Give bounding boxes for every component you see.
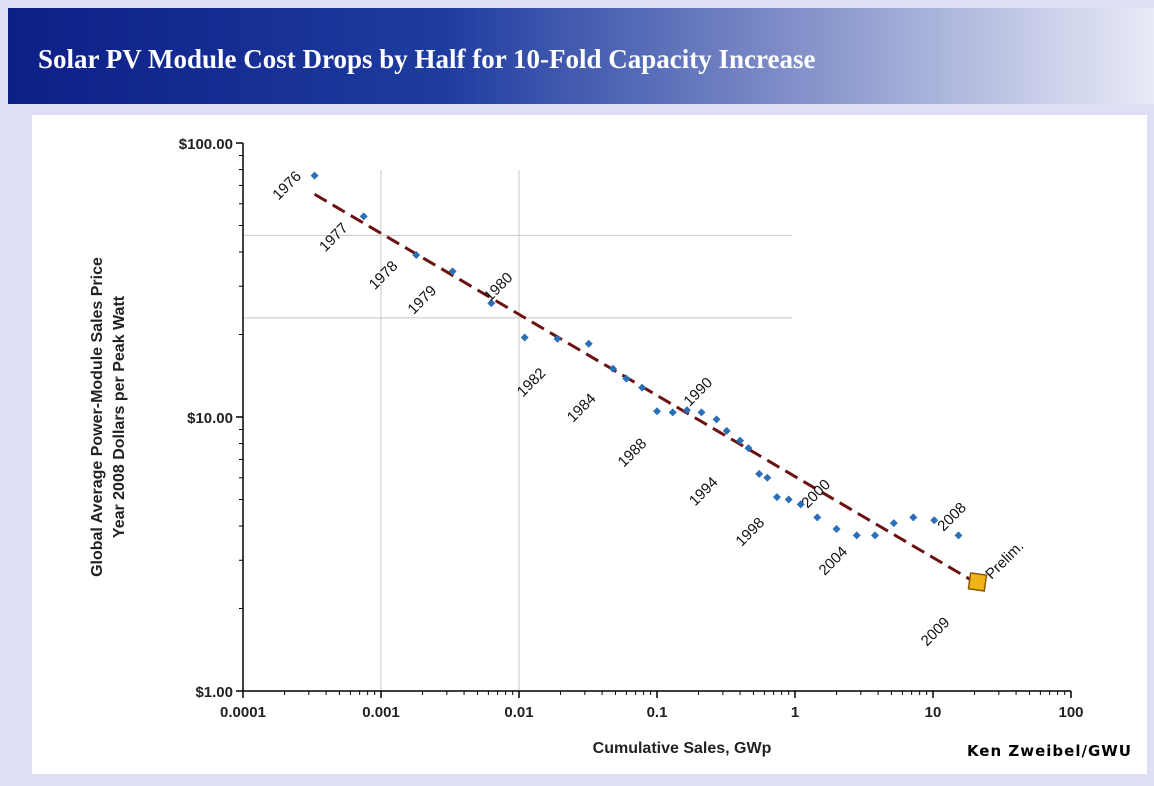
data-point xyxy=(954,531,963,540)
data-point xyxy=(832,525,841,534)
x-tick-label: 0.1 xyxy=(647,704,668,721)
data-point xyxy=(638,383,647,392)
chart-svg: $1.00 $10.00 $100.00 0.0001 0.001 0.01 0.1 1 10 1… xyxy=(89,136,1132,760)
year-label: 1998 xyxy=(732,514,768,550)
year-label: 2009 xyxy=(918,614,954,650)
data-point xyxy=(622,374,631,383)
x-tick-label: 0.0001 xyxy=(220,704,266,721)
year-label: 1994 xyxy=(686,474,722,510)
data-point xyxy=(697,408,706,417)
data-point xyxy=(909,513,918,522)
year-label: 1978 xyxy=(366,258,402,294)
year-label: 1979 xyxy=(404,282,440,318)
data-point xyxy=(722,426,731,435)
year-label: 1976 xyxy=(269,168,305,204)
y-tick-label: $100.00 xyxy=(179,136,233,153)
slide-title: Solar PV Module Cost Drops by Half for 1… xyxy=(38,44,816,74)
data-point xyxy=(889,519,898,528)
data-point xyxy=(772,493,781,502)
data-point xyxy=(553,334,562,343)
year-label: 1980 xyxy=(481,269,517,305)
data-point xyxy=(813,513,822,522)
x-axis-title: Cumulative Sales, GWp xyxy=(593,740,772,757)
year-label: 1984 xyxy=(564,390,600,426)
source-credit: Ken Zweibel/GWU xyxy=(967,742,1132,760)
year-label: 1990 xyxy=(680,374,716,410)
year-label: 2008 xyxy=(934,499,970,535)
x-tick-label: 10 xyxy=(925,704,942,721)
chart-panel: $1.00 $10.00 $100.00 0.0001 0.001 0.01 0.1 1 10 1… xyxy=(32,115,1147,774)
data-point xyxy=(755,469,764,478)
data-point xyxy=(448,267,457,276)
data-point xyxy=(668,408,677,417)
data-point xyxy=(871,531,880,540)
y-axis-title-group: Global Average Power-Module Sales Price Y… xyxy=(89,257,128,577)
data-point xyxy=(763,473,772,482)
y-axis-title-line: Year 2008 Dollars per Peak Watt xyxy=(111,295,128,538)
data-point xyxy=(584,339,593,348)
data-point xyxy=(310,171,319,180)
data-point xyxy=(683,406,692,415)
data-point xyxy=(712,415,721,424)
year-label: 2004 xyxy=(816,543,852,579)
year-label: 1977 xyxy=(316,220,352,256)
data-point xyxy=(930,516,939,525)
x-tick-label: 0.001 xyxy=(362,704,400,721)
data-point xyxy=(744,444,753,453)
data-point xyxy=(796,500,805,509)
data-point xyxy=(487,299,496,308)
data-point xyxy=(412,251,421,260)
highlight-point-2009 xyxy=(967,572,988,592)
data-point xyxy=(736,436,745,445)
y-axis-title-line: Global Average Power-Module Sales Price xyxy=(89,257,106,577)
y-tick-label: $10.00 xyxy=(187,410,233,427)
data-point xyxy=(653,407,661,416)
year-label: 1988 xyxy=(615,435,651,471)
data-point xyxy=(609,364,618,373)
y-tick-label: $1.00 xyxy=(195,684,233,701)
data-point xyxy=(520,333,529,342)
x-tick-label: 100 xyxy=(1058,704,1083,721)
data-point xyxy=(852,531,861,540)
data-point xyxy=(359,212,368,221)
highlight-point-label: Prelim. xyxy=(982,538,1027,583)
data-point xyxy=(784,495,793,504)
x-tick-label: 0.01 xyxy=(504,704,533,721)
title-bar: Solar PV Module Cost Drops by Half for 1… xyxy=(8,8,1154,104)
x-tick-label: 1 xyxy=(791,704,799,721)
